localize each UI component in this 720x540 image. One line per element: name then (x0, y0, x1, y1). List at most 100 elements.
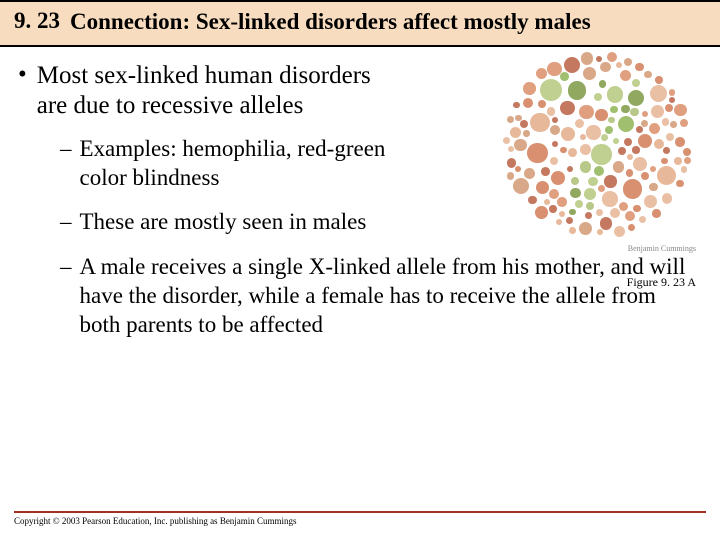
ishihara-bg-dot (550, 157, 559, 166)
ishihara-bg-dot (602, 191, 618, 207)
ishihara-bg-dot (503, 137, 510, 144)
ishihara-bg-dot (507, 172, 514, 179)
ishihara-bg-dot (557, 197, 566, 206)
ishihara-bg-dot (626, 169, 634, 177)
slide-content: • Most sex-linked human disorders are du… (0, 47, 720, 340)
ishihara-bg-dot (676, 180, 683, 187)
sub-bullet-text: Examples: hemophilia, red-green color bl… (80, 135, 420, 193)
ishihara-bg-dot (579, 105, 593, 119)
ishihara-bg-dot (536, 68, 547, 79)
ishihara-bg-dot (604, 175, 616, 187)
figure-brand: Benjamin Cummings (495, 244, 700, 253)
ishihara-bg-dot (575, 119, 584, 128)
ishihara-bg-dot (633, 157, 647, 171)
ishihara-bg-dot (619, 202, 628, 211)
ishihara-bg-dot (669, 89, 675, 95)
ishihara-bg-dot (651, 105, 664, 118)
slide-footer: Copyright © 2003 Pearson Education, Inc.… (14, 511, 706, 526)
ishihara-fg-dot (613, 138, 620, 145)
figure-container: Benjamin Cummings Figure 9. 23 A (495, 47, 700, 290)
ishihara-bg-dot (633, 205, 641, 213)
ishihara-bg-dot (639, 216, 646, 223)
ishihara-bg-dot (607, 52, 617, 62)
ishihara-bg-dot (650, 85, 667, 102)
ishihara-fg-dot (628, 90, 644, 106)
main-bullet-text: Most sex-linked human disorders are due … (37, 61, 407, 121)
section-number: 9. 23 (14, 8, 60, 34)
ishihara-fg-dot (584, 188, 596, 200)
ishihara-bg-dot (674, 104, 686, 116)
ishihara-fg-dot (618, 116, 634, 132)
ishihara-bg-dot (683, 148, 691, 156)
ishihara-bg-dot (585, 212, 592, 219)
ishihara-fg-dot (594, 93, 602, 101)
ishihara-bg-dot (547, 107, 555, 115)
dash-marker: – (60, 253, 72, 281)
ishihara-bg-dot (618, 147, 626, 155)
ishihara-bg-dot (614, 226, 625, 237)
ishihara-fg-dot (608, 117, 615, 124)
ishihara-bg-dot (523, 98, 533, 108)
ishihara-bg-dot (556, 219, 562, 225)
ishihara-bg-dot (684, 157, 691, 164)
ishihara-bg-dot (507, 116, 514, 123)
ishihara-bg-dot (583, 67, 596, 80)
ishihara-bg-dot (536, 181, 549, 194)
ishihara-bg-dot (523, 130, 529, 136)
ishihara-bg-dot (528, 196, 537, 205)
ishihara-bg-dot (508, 146, 514, 152)
ishihara-bg-dot (644, 195, 657, 208)
ishihara-fg-dot (594, 166, 604, 176)
ishihara-bg-dot (638, 134, 652, 148)
ishihara-bg-dot (669, 97, 675, 103)
ishihara-bg-dot (649, 123, 660, 134)
ishihara-fg-dot (569, 209, 575, 215)
ishihara-fg-dot (570, 188, 581, 199)
ishihara-bg-dot (650, 166, 656, 172)
ishihara-bg-dot (596, 209, 603, 216)
ishihara-fg-dot (586, 202, 594, 210)
ishihara-bg-dot (670, 121, 677, 128)
ishihara-bg-dot (564, 57, 580, 73)
ishihara-bg-dot (627, 154, 633, 160)
ishihara-bg-dot (559, 211, 565, 217)
ishihara-bg-dot (624, 138, 632, 146)
dash-marker: – (60, 208, 72, 236)
ishihara-bg-dot (641, 120, 648, 127)
ishihara-bg-dot (513, 178, 529, 194)
ishihara-bg-dot (597, 229, 603, 235)
ishihara-bg-dot (681, 166, 688, 173)
figure-caption: Figure 9. 23 A (495, 275, 700, 290)
ishihara-plate (500, 47, 695, 242)
ishihara-bg-dot (561, 127, 575, 141)
ishihara-bg-dot (644, 71, 652, 79)
ishihara-bg-dot (581, 52, 594, 65)
ishihara-fg-dot (588, 177, 597, 186)
ishihara-bg-dot (551, 171, 565, 185)
ishihara-bg-dot (628, 224, 635, 231)
ishihara-bg-dot (623, 179, 643, 199)
ishihara-fg-dot (630, 108, 639, 117)
ishihara-fg-dot (605, 126, 613, 134)
ishihara-fg-dot (540, 79, 562, 101)
ishihara-bg-dot (662, 193, 673, 204)
ishihara-bg-dot (560, 101, 574, 115)
ishihara-bg-dot (523, 82, 535, 94)
bullet-marker: • (18, 61, 27, 89)
ishihara-fg-dot (607, 86, 624, 103)
ishihara-bg-dot (524, 168, 535, 179)
ishihara-bg-dot (513, 102, 520, 109)
ishihara-bg-dot (613, 161, 625, 173)
ishihara-bg-dot (649, 183, 658, 192)
ishihara-bg-dot (566, 217, 573, 224)
ishihara-bg-dot (515, 166, 521, 172)
ishihara-bg-dot (665, 104, 673, 112)
ishihara-bg-dot (586, 125, 600, 139)
section-title: Connection: Sex-linked disorders affect … (70, 8, 591, 37)
ishihara-bg-dot (510, 127, 521, 138)
ishihara-bg-dot (527, 143, 547, 163)
ishihara-bg-dot (655, 76, 663, 84)
ishihara-bg-dot (600, 62, 611, 73)
ishihara-bg-dot (636, 126, 643, 133)
ishihara-fg-dot (571, 177, 579, 185)
